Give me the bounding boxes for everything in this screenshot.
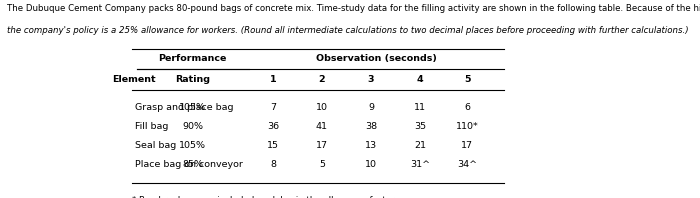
Text: Place bag on conveyor: Place bag on conveyor [135,160,243,169]
Text: 4: 4 [416,75,424,84]
Text: 6: 6 [464,103,470,112]
Text: 105%: 105% [179,103,206,112]
Text: Seal bag: Seal bag [135,141,176,150]
Text: 7: 7 [270,103,276,112]
Text: 17: 17 [461,141,473,150]
Text: Element: Element [112,75,156,84]
Text: 10: 10 [316,103,328,112]
Text: 38: 38 [365,122,377,131]
Text: 2: 2 [318,75,326,84]
Text: 9: 9 [368,103,374,112]
Text: Observation (seconds): Observation (seconds) [316,54,437,63]
Text: 17: 17 [316,141,328,150]
Text: Performance: Performance [158,54,227,63]
Text: 85%: 85% [182,160,203,169]
Text: Rating: Rating [175,75,210,84]
Text: 5: 5 [319,160,325,169]
Text: 8: 8 [270,160,276,169]
Text: 3: 3 [368,75,374,84]
Text: Fill bag: Fill bag [135,122,169,131]
Text: 35: 35 [414,122,426,131]
Text: 34^: 34^ [457,160,477,169]
Text: the company's policy is a 25% allowance for workers. (Round all intermediate cal: the company's policy is a 25% allowance … [7,26,689,35]
Text: 1: 1 [270,75,276,84]
Text: The Dubuque Cement Company packs 80-pound bags of concrete mix. Time-study data : The Dubuque Cement Company packs 80-poun… [7,4,700,13]
Text: 105%: 105% [179,141,206,150]
Text: 36: 36 [267,122,279,131]
Text: 5: 5 [464,75,470,84]
Text: 31^: 31^ [410,160,430,169]
Text: 21: 21 [414,141,426,150]
Text: 11: 11 [414,103,426,112]
Text: 90%: 90% [182,122,203,131]
Text: Grasp and place bag: Grasp and place bag [135,103,234,112]
Text: 41: 41 [316,122,328,131]
Text: 15: 15 [267,141,279,150]
Text: 13: 13 [365,141,377,150]
Text: 10: 10 [365,160,377,169]
Text: 110*: 110* [456,122,479,131]
Text: * Bag breaks open; included as delay in the allowance factor: * Bag breaks open; included as delay in … [132,196,394,198]
